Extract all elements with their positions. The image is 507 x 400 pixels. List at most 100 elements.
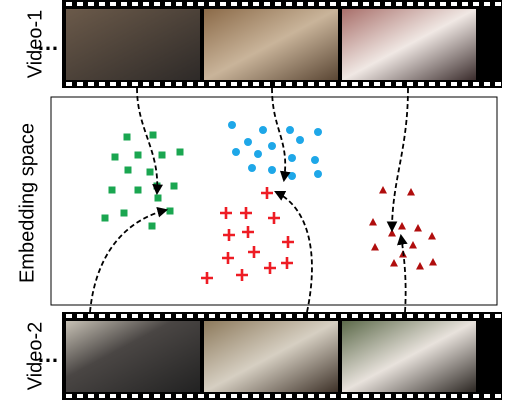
sprocket-hole [297, 314, 303, 318]
sprocket-hole [154, 394, 160, 398]
sprocket-hole [462, 314, 468, 318]
sprocket-hole [407, 82, 413, 86]
sprocket-hole [341, 82, 347, 86]
sprocket-hole [484, 82, 490, 86]
sprocket-hole [165, 314, 171, 318]
sprocket-hole [121, 314, 127, 318]
embedding-point [228, 121, 236, 129]
sprocket-hole [264, 82, 270, 86]
sprocket-hole [429, 82, 435, 86]
sprocket-hole [110, 314, 116, 318]
embedding-point [201, 272, 213, 284]
sprocket-hole [418, 394, 424, 398]
embedding-point [248, 164, 256, 172]
sprocket-hole [352, 394, 358, 398]
sprocket-hole [242, 2, 248, 6]
ellipsis: … [37, 30, 59, 55]
embedding-box [50, 96, 498, 306]
sprocket-hole [209, 314, 215, 318]
sprocket-hole [429, 314, 435, 318]
embedding-point [123, 133, 131, 141]
embedding-point [407, 188, 415, 196]
sprocket-hole [418, 82, 424, 86]
sprocket-hole [220, 82, 226, 86]
sprocket-hole [407, 394, 413, 398]
sprocket-hole [143, 2, 149, 6]
video-frame [66, 9, 200, 80]
sprocket-hole [121, 2, 127, 6]
sprocket-hole [319, 314, 325, 318]
embedding-point [240, 207, 252, 219]
embedding-point [134, 151, 142, 159]
embedding-point [288, 172, 296, 180]
sprocket-hole [253, 82, 259, 86]
sprocket-hole [154, 2, 160, 6]
sprocket-hole [451, 314, 457, 318]
sprocket-hole [242, 314, 248, 318]
sprocket-hole [198, 314, 204, 318]
sprocket-hole [132, 2, 138, 6]
ellipsis: … [481, 342, 503, 367]
sprocket-hole [264, 394, 270, 398]
sprocket-hole [99, 2, 105, 6]
sprocket-hole [451, 82, 457, 86]
sprocket-hole [176, 394, 182, 398]
sprocket-hole [231, 314, 237, 318]
sprocket-hole [429, 394, 435, 398]
embedding-point [409, 241, 417, 249]
sprocket-hole [132, 394, 138, 398]
arrow [136, 87, 163, 196]
embedding-point [120, 209, 128, 217]
embedding-point [166, 207, 174, 215]
embedding-point [416, 262, 424, 270]
embedding-label: Embedding space [16, 123, 38, 283]
embedding-point [111, 153, 119, 161]
embedding-point [390, 259, 398, 267]
sprocket-hole [297, 82, 303, 86]
sprocket-hole [440, 314, 446, 318]
arrow [386, 87, 409, 233]
sprocket-hole [77, 394, 83, 398]
sprocket-hole [363, 2, 369, 6]
sprocket-hole [385, 2, 391, 6]
video-frame [342, 9, 476, 80]
sprocket-hole [121, 82, 127, 86]
sprocket-hole [330, 314, 336, 318]
embedding-point [288, 154, 296, 162]
sprocket-hole [330, 82, 336, 86]
video-frame [204, 321, 338, 392]
sprocket-hole [308, 82, 314, 86]
embedding-point [314, 128, 322, 136]
sprocket-hole [319, 82, 325, 86]
sprocket-hole [396, 82, 402, 86]
sprocket-hole [286, 394, 292, 398]
embedding-point [244, 138, 252, 146]
sprocket-hole [154, 314, 160, 318]
embedding-point [176, 148, 184, 156]
sprocket-hole [374, 314, 380, 318]
sprocket-hole [418, 314, 424, 318]
sprocket-hole [308, 314, 314, 318]
sprocket-hole [418, 2, 424, 6]
sprocket-hole [352, 2, 358, 6]
sprocket-hole [484, 394, 490, 398]
arrow [397, 233, 408, 313]
embedding-point [281, 257, 293, 269]
sprocket-hole [165, 2, 171, 6]
sprocket-hole [88, 82, 94, 86]
embedding-point [268, 142, 276, 150]
sprocket-hole [121, 394, 127, 398]
sprocket-hole [374, 2, 380, 6]
sprocket-hole [363, 394, 369, 398]
sprocket-hole [473, 314, 479, 318]
embedding-point [154, 194, 162, 202]
embedding-point [124, 166, 132, 174]
sprocket-hole [198, 2, 204, 6]
video-label: Video-1 [24, 10, 46, 79]
sprocket-hole [330, 394, 336, 398]
sprocket-hole [231, 2, 237, 6]
embedding-point [148, 222, 156, 230]
sprocket-hole [286, 82, 292, 86]
sprocket-hole [396, 314, 402, 318]
sprocket-hole [451, 394, 457, 398]
